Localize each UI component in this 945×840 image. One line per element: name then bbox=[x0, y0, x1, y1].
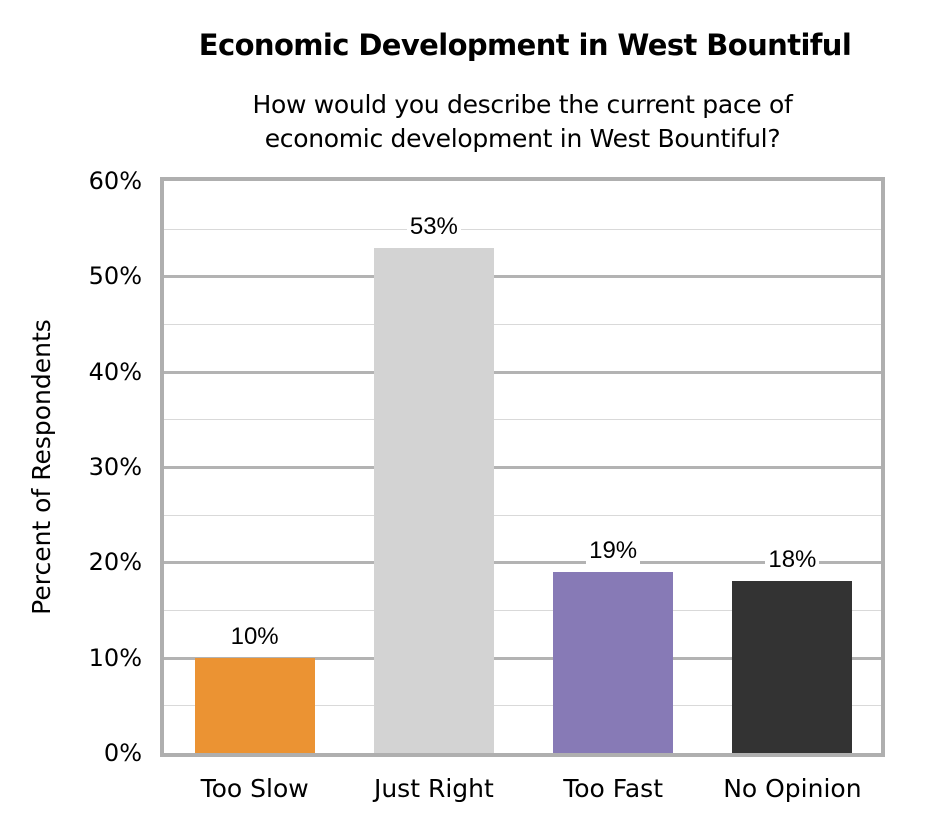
data-label: 19% bbox=[553, 536, 673, 564]
major-gridline bbox=[164, 656, 881, 660]
data-label: 10% bbox=[195, 622, 315, 650]
minor-gridline bbox=[164, 324, 881, 325]
data-label: 18% bbox=[732, 546, 852, 574]
minor-gridline bbox=[164, 419, 881, 421]
major-gridline bbox=[164, 275, 881, 279]
major-gridline bbox=[164, 466, 881, 469]
major-gridline bbox=[164, 370, 881, 374]
chart-subtitle: How would you describe the current pace … bbox=[160, 88, 885, 156]
y-tick-label: 10% bbox=[88, 643, 142, 672]
bar-too-fast bbox=[553, 571, 674, 753]
bar-just-right bbox=[373, 247, 494, 753]
bar-no-opinion bbox=[732, 581, 853, 753]
bar-too-slow bbox=[194, 657, 315, 753]
x-tick-label: Too Fast bbox=[563, 774, 664, 803]
plot-area: 10% 53% 19% 18% bbox=[160, 177, 885, 757]
subtitle-line-1: How would you describe the current pace … bbox=[252, 90, 793, 119]
minor-gridline bbox=[164, 514, 881, 516]
minor-gridline bbox=[164, 228, 881, 230]
subtitle-line-2: economic development in West Bountiful? bbox=[264, 124, 781, 153]
chart-title: Economic Development in West Bountiful bbox=[198, 28, 852, 62]
major-gridline bbox=[164, 561, 881, 565]
minor-gridline bbox=[164, 610, 881, 611]
y-tick-label: 50% bbox=[88, 262, 142, 291]
y-tick-label: 20% bbox=[88, 548, 142, 577]
minor-gridline bbox=[164, 705, 881, 707]
x-tick-label: Too Slow bbox=[200, 774, 309, 803]
x-tick-label: No Opinion bbox=[723, 774, 862, 803]
y-tick-label: 60% bbox=[88, 167, 142, 195]
y-tick-label: 0% bbox=[103, 739, 142, 767]
y-tick-label: 30% bbox=[88, 453, 142, 481]
y-tick-label: 40% bbox=[88, 357, 142, 386]
data-label: 53% bbox=[374, 212, 494, 240]
x-tick-label: Just Right bbox=[373, 774, 494, 803]
